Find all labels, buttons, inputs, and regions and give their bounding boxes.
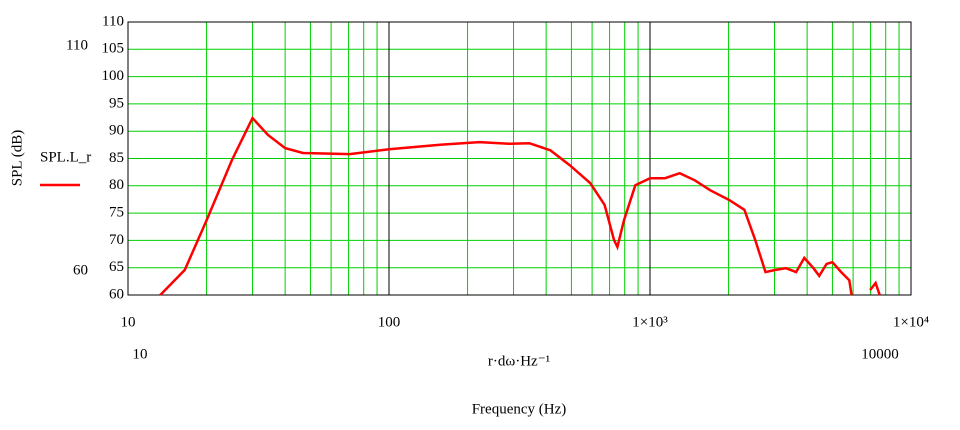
y-tick-label: 80 — [109, 177, 124, 193]
y-range-label: 60 — [73, 262, 88, 278]
y-tick-label: 105 — [102, 41, 125, 57]
y-tick-label: 110 — [102, 13, 124, 29]
plot-frame — [127, 21, 912, 296]
x-tick-label: 10 — [121, 314, 136, 330]
x-tick-label: 1×10⁴ — [893, 314, 929, 330]
y-tick-label: 65 — [109, 259, 124, 275]
y-tick-label: 75 — [109, 205, 124, 221]
x-tick-label: 1×10³ — [632, 314, 668, 330]
y-tick-label: 90 — [109, 123, 124, 139]
y-range-label: 110 — [66, 37, 88, 53]
x-range-label: 10 — [133, 346, 148, 362]
y-tick-label: 100 — [102, 68, 125, 84]
line-series — [159, 115, 881, 296]
y-tick-label: 60 — [109, 286, 124, 302]
y-tick-label: 95 — [109, 95, 124, 111]
y-tick-label: 85 — [109, 150, 124, 166]
x-axis-expr: r·dω·Hz⁻¹ — [488, 353, 550, 369]
y-axis-label: SPL (dB) — [9, 130, 25, 187]
x-range-label: 10000 — [861, 346, 899, 362]
legend-label: SPL.L_r — [40, 149, 91, 165]
x-tick-label: 100 — [378, 314, 401, 330]
y-tick-label: 70 — [109, 232, 124, 248]
x-axis-label: Frequency (Hz) — [472, 401, 567, 417]
